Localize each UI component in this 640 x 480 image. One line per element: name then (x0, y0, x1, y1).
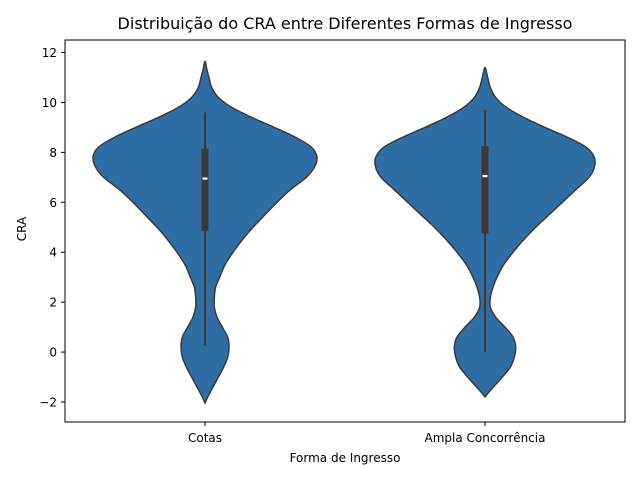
plot-frame (64, 39, 626, 423)
y-tick-label: 2 (49, 296, 57, 310)
y-tick-label: 8 (49, 146, 57, 160)
violin-iqr-box (201, 148, 209, 231)
y-tick-label: 6 (49, 196, 57, 210)
x-tick-label: Ampla Concorrência (425, 431, 546, 445)
plot-area (92, 60, 596, 405)
y-tick-label: 0 (49, 346, 57, 360)
x-axis-label: Forma de Ingresso (290, 451, 401, 465)
y-axis-label: CRA (15, 216, 29, 241)
x-tick-label: Cotas (188, 431, 222, 445)
y-tick-label: 12 (42, 46, 57, 60)
y-axis: −2 0 2 4 6 8 10 12 (39, 39, 626, 423)
violin-iqr-box (481, 146, 489, 234)
y-tick-label: 10 (42, 96, 57, 110)
y-tick-label: −2 (39, 396, 57, 410)
y-tick-label: 4 (49, 246, 57, 260)
x-axis: Cotas Ampla Concorrência (188, 422, 545, 445)
chart-title: Distribuição do CRA entre Diferentes For… (118, 14, 573, 33)
